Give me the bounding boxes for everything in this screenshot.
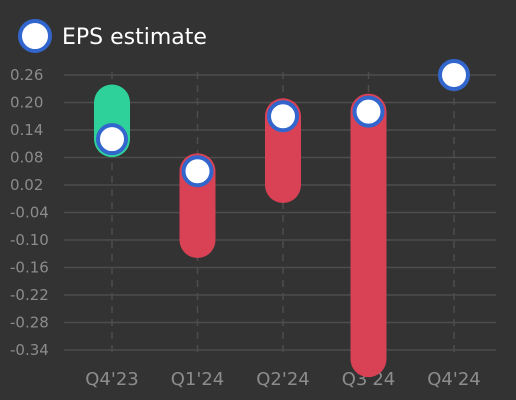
eps-estimate-marker — [438, 59, 470, 91]
y-tick-label: -0.22 — [10, 286, 49, 304]
x-tick-label: Q1'24 — [171, 369, 224, 390]
eps-estimate-marker — [352, 95, 385, 128]
x-tick-label: Q3'24 — [342, 369, 395, 390]
eps-estimate-marker — [181, 155, 214, 188]
y-tick-label: -0.04 — [10, 204, 49, 222]
y-tick-label: 0.14 — [10, 121, 43, 139]
x-tick-label: Q2'24 — [256, 369, 309, 390]
eps-miss-bar — [350, 93, 387, 378]
markers — [96, 59, 470, 188]
legend: EPS estimate — [18, 19, 207, 53]
x-axis: Q4'23 Q1'24 Q2'24 Q3'24 Q4'24 — [85, 369, 480, 390]
x-tick-label: Q4'23 — [85, 369, 138, 390]
legend-marker-icon — [18, 19, 52, 53]
y-tick-label: 0.02 — [10, 176, 43, 194]
y-tick-label: 0.26 — [10, 66, 43, 84]
y-tick-label: -0.28 — [10, 314, 49, 332]
y-tick-label: -0.16 — [10, 259, 49, 277]
legend-label: EPS estimate — [62, 25, 207, 50]
y-tick-label: -0.34 — [10, 341, 49, 359]
y-axis: 0.26 0.20 0.14 0.08 0.02 -0.04 -0.10 -0.16 -0.22… — [10, 66, 49, 359]
y-tick-label: 0.08 — [10, 149, 43, 167]
y-tick-label: 0.20 — [10, 94, 43, 112]
eps-estimate-marker — [96, 123, 128, 156]
eps-estimate-marker — [267, 100, 299, 133]
x-tick-label: Q4'24 — [427, 369, 480, 390]
y-tick-label: -0.10 — [10, 231, 49, 249]
